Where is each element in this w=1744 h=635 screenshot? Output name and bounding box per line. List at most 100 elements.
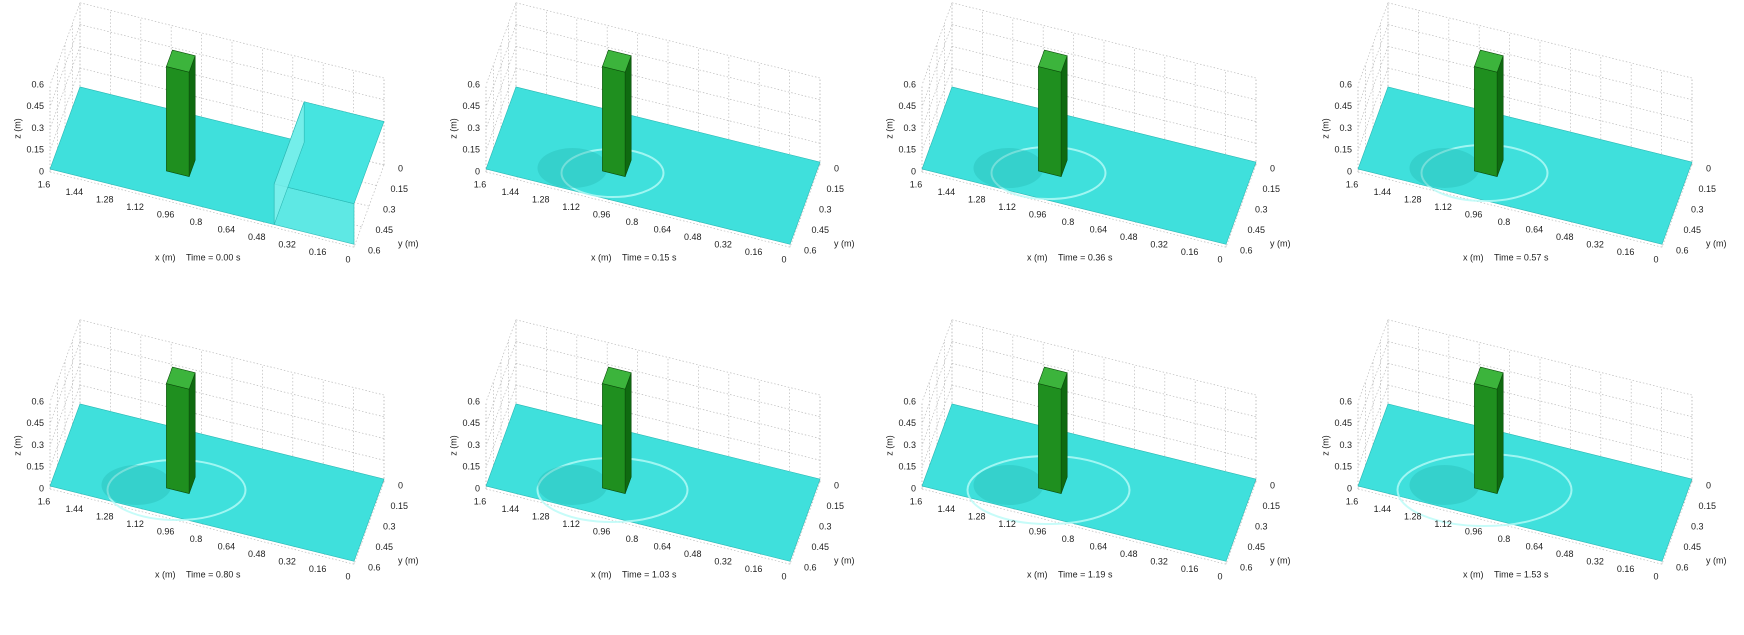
z-axis-label: z (m) — [448, 118, 458, 139]
y-tick-label: 0.3 — [1691, 204, 1704, 214]
grid-line — [1357, 24, 1389, 107]
panel: 0 0.15 0.3 0.45 0.6 1.6 1.44 1.28 1.12 0.96 0.8 0.6… — [1320, 319, 1727, 582]
z-tick-label: 0 — [475, 483, 480, 493]
x-tick-label: 0.96 — [1465, 526, 1483, 536]
x-tick-label: 1.44 — [66, 504, 84, 514]
grid-line — [1357, 319, 1389, 403]
y-tick-label: 0.45 — [812, 225, 830, 235]
y-tick-label: 0 — [834, 163, 839, 173]
y-tick-label: 0.3 — [819, 204, 832, 214]
grid-line — [1357, 384, 1389, 468]
y-tick-label: 0.45 — [1248, 542, 1266, 552]
x-tick-label: 0.64 — [1090, 541, 1108, 551]
x-tick-label: 0.16 — [309, 564, 327, 574]
x-tick-label: 0 — [781, 572, 786, 582]
x-axis-label: x (m) — [1463, 252, 1484, 262]
y-tick-label: 0.45 — [1684, 542, 1702, 552]
grid-line — [1225, 481, 1257, 565]
pillar-front — [166, 66, 190, 177]
grid-line — [789, 481, 821, 565]
x-tick-label: 0.8 — [626, 534, 639, 544]
x-tick-label: 0.8 — [626, 217, 639, 227]
pillar-front — [1038, 383, 1062, 494]
x-tick-label: 0.48 — [248, 232, 266, 242]
grid-line — [1357, 2, 1389, 86]
x-tick-label: 0.48 — [1120, 549, 1138, 559]
z-tick-label: 0 — [475, 166, 480, 176]
x-axis-label: x (m) — [155, 569, 176, 579]
x-tick-label: 1.12 — [126, 202, 144, 212]
x-tick-label: 1.6 — [1346, 179, 1359, 189]
wave-shadow — [537, 465, 608, 506]
x-tick-label: 1.6 — [38, 179, 51, 189]
x-tick-label: 0.32 — [714, 557, 732, 567]
grid-line — [49, 319, 81, 403]
pillar-front — [1038, 66, 1062, 177]
pillar-side — [1496, 55, 1504, 177]
grid-line — [1357, 341, 1389, 424]
time-caption: Time = 0.00 s — [186, 252, 241, 262]
x-tick-label: 0.32 — [278, 557, 296, 567]
grid-line — [921, 319, 953, 403]
grid-line — [49, 46, 81, 129]
pillar-side — [1060, 55, 1068, 177]
grid-line — [1661, 164, 1693, 248]
x-tick-label: 1.6 — [474, 179, 487, 189]
pillar-top — [1474, 366, 1504, 390]
x-tick-label: 1.28 — [1404, 194, 1422, 204]
z-axis-label: z (m) — [884, 118, 894, 139]
x-tick-label: 1.28 — [968, 194, 986, 204]
z-axis-label: z (m) — [1320, 118, 1330, 139]
y-tick-label: 0.15 — [391, 501, 409, 511]
z-tick-label: 0.3 — [467, 440, 480, 450]
z-tick-label: 0.3 — [1339, 123, 1352, 133]
panel: 0 0.15 0.3 0.45 0.6 1.6 1.44 1.28 1.12 0.96 0.8 0.6… — [884, 2, 1291, 265]
pillar-top — [602, 49, 632, 73]
x-tick-label: 0.96 — [593, 209, 611, 219]
z-tick-label: 0.3 — [903, 123, 916, 133]
z-tick-label: 0.15 — [462, 145, 480, 155]
z-tick-label: 0.3 — [467, 123, 480, 133]
y-tick-label: 0 — [1270, 480, 1275, 490]
y-tick-label: 0.45 — [812, 542, 830, 552]
panel: 0 0.15 0.3 0.45 0.6 1.6 1.44 1.28 1.12 0.96 0.8 0.6… — [448, 319, 855, 582]
time-caption: Time = 0.80 s — [186, 569, 241, 579]
x-tick-label: 1.44 — [502, 504, 520, 514]
y-tick-label: 0.6 — [1240, 246, 1253, 256]
x-tick-label: 1.12 — [1434, 519, 1452, 529]
grid-line — [49, 67, 81, 151]
x-tick-label: 0 — [1217, 572, 1222, 582]
y-tick-label: 0.15 — [1699, 501, 1717, 511]
z-tick-label: 0.15 — [26, 145, 44, 155]
x-tick-label: 0.8 — [1062, 217, 1075, 227]
z-tick-label: 0.3 — [31, 123, 44, 133]
y-axis-label: y (m) — [1706, 239, 1727, 249]
x-tick-label: 0.32 — [1586, 557, 1604, 567]
pillar-front — [166, 383, 190, 494]
z-tick-label: 0.3 — [1339, 440, 1352, 450]
water — [485, 86, 821, 245]
y-tick-label: 0.6 — [368, 246, 381, 256]
grid-line — [485, 2, 517, 86]
pillar-front — [1474, 66, 1498, 177]
x-tick-label: 0.64 — [654, 224, 672, 234]
grid-line — [485, 319, 517, 403]
x-tick-label: 1.44 — [938, 504, 956, 514]
z-tick-label: 0.45 — [462, 418, 480, 428]
y-axis-label: y (m) — [1706, 556, 1727, 566]
x-tick-label: 0.48 — [1120, 232, 1138, 242]
time-caption: Time = 1.53 s — [1494, 569, 1549, 579]
x-axis-label: x (m) — [1027, 569, 1048, 579]
x-tick-label: 0.48 — [684, 232, 702, 242]
z-tick-label: 0.6 — [467, 396, 480, 406]
grid-line — [1357, 363, 1389, 446]
wave-shadow — [1409, 148, 1480, 189]
panel: 0 0.15 0.3 0.45 0.6 1.6 1.44 1.28 1.12 0.96 0.8 0.6… — [1320, 2, 1727, 265]
x-tick-label: 0.64 — [1526, 224, 1544, 234]
z-axis-label: z (m) — [12, 118, 22, 139]
panel: 0 0.15 0.3 0.45 0.6 1.6 1.44 1.28 1.12 0.96 0.8 0.6… — [12, 2, 419, 265]
wave-shadow — [101, 465, 172, 506]
x-tick-label: 0.16 — [1617, 247, 1635, 257]
x-tick-label: 0.48 — [1556, 232, 1574, 242]
x-axis-label: x (m) — [1463, 569, 1484, 579]
